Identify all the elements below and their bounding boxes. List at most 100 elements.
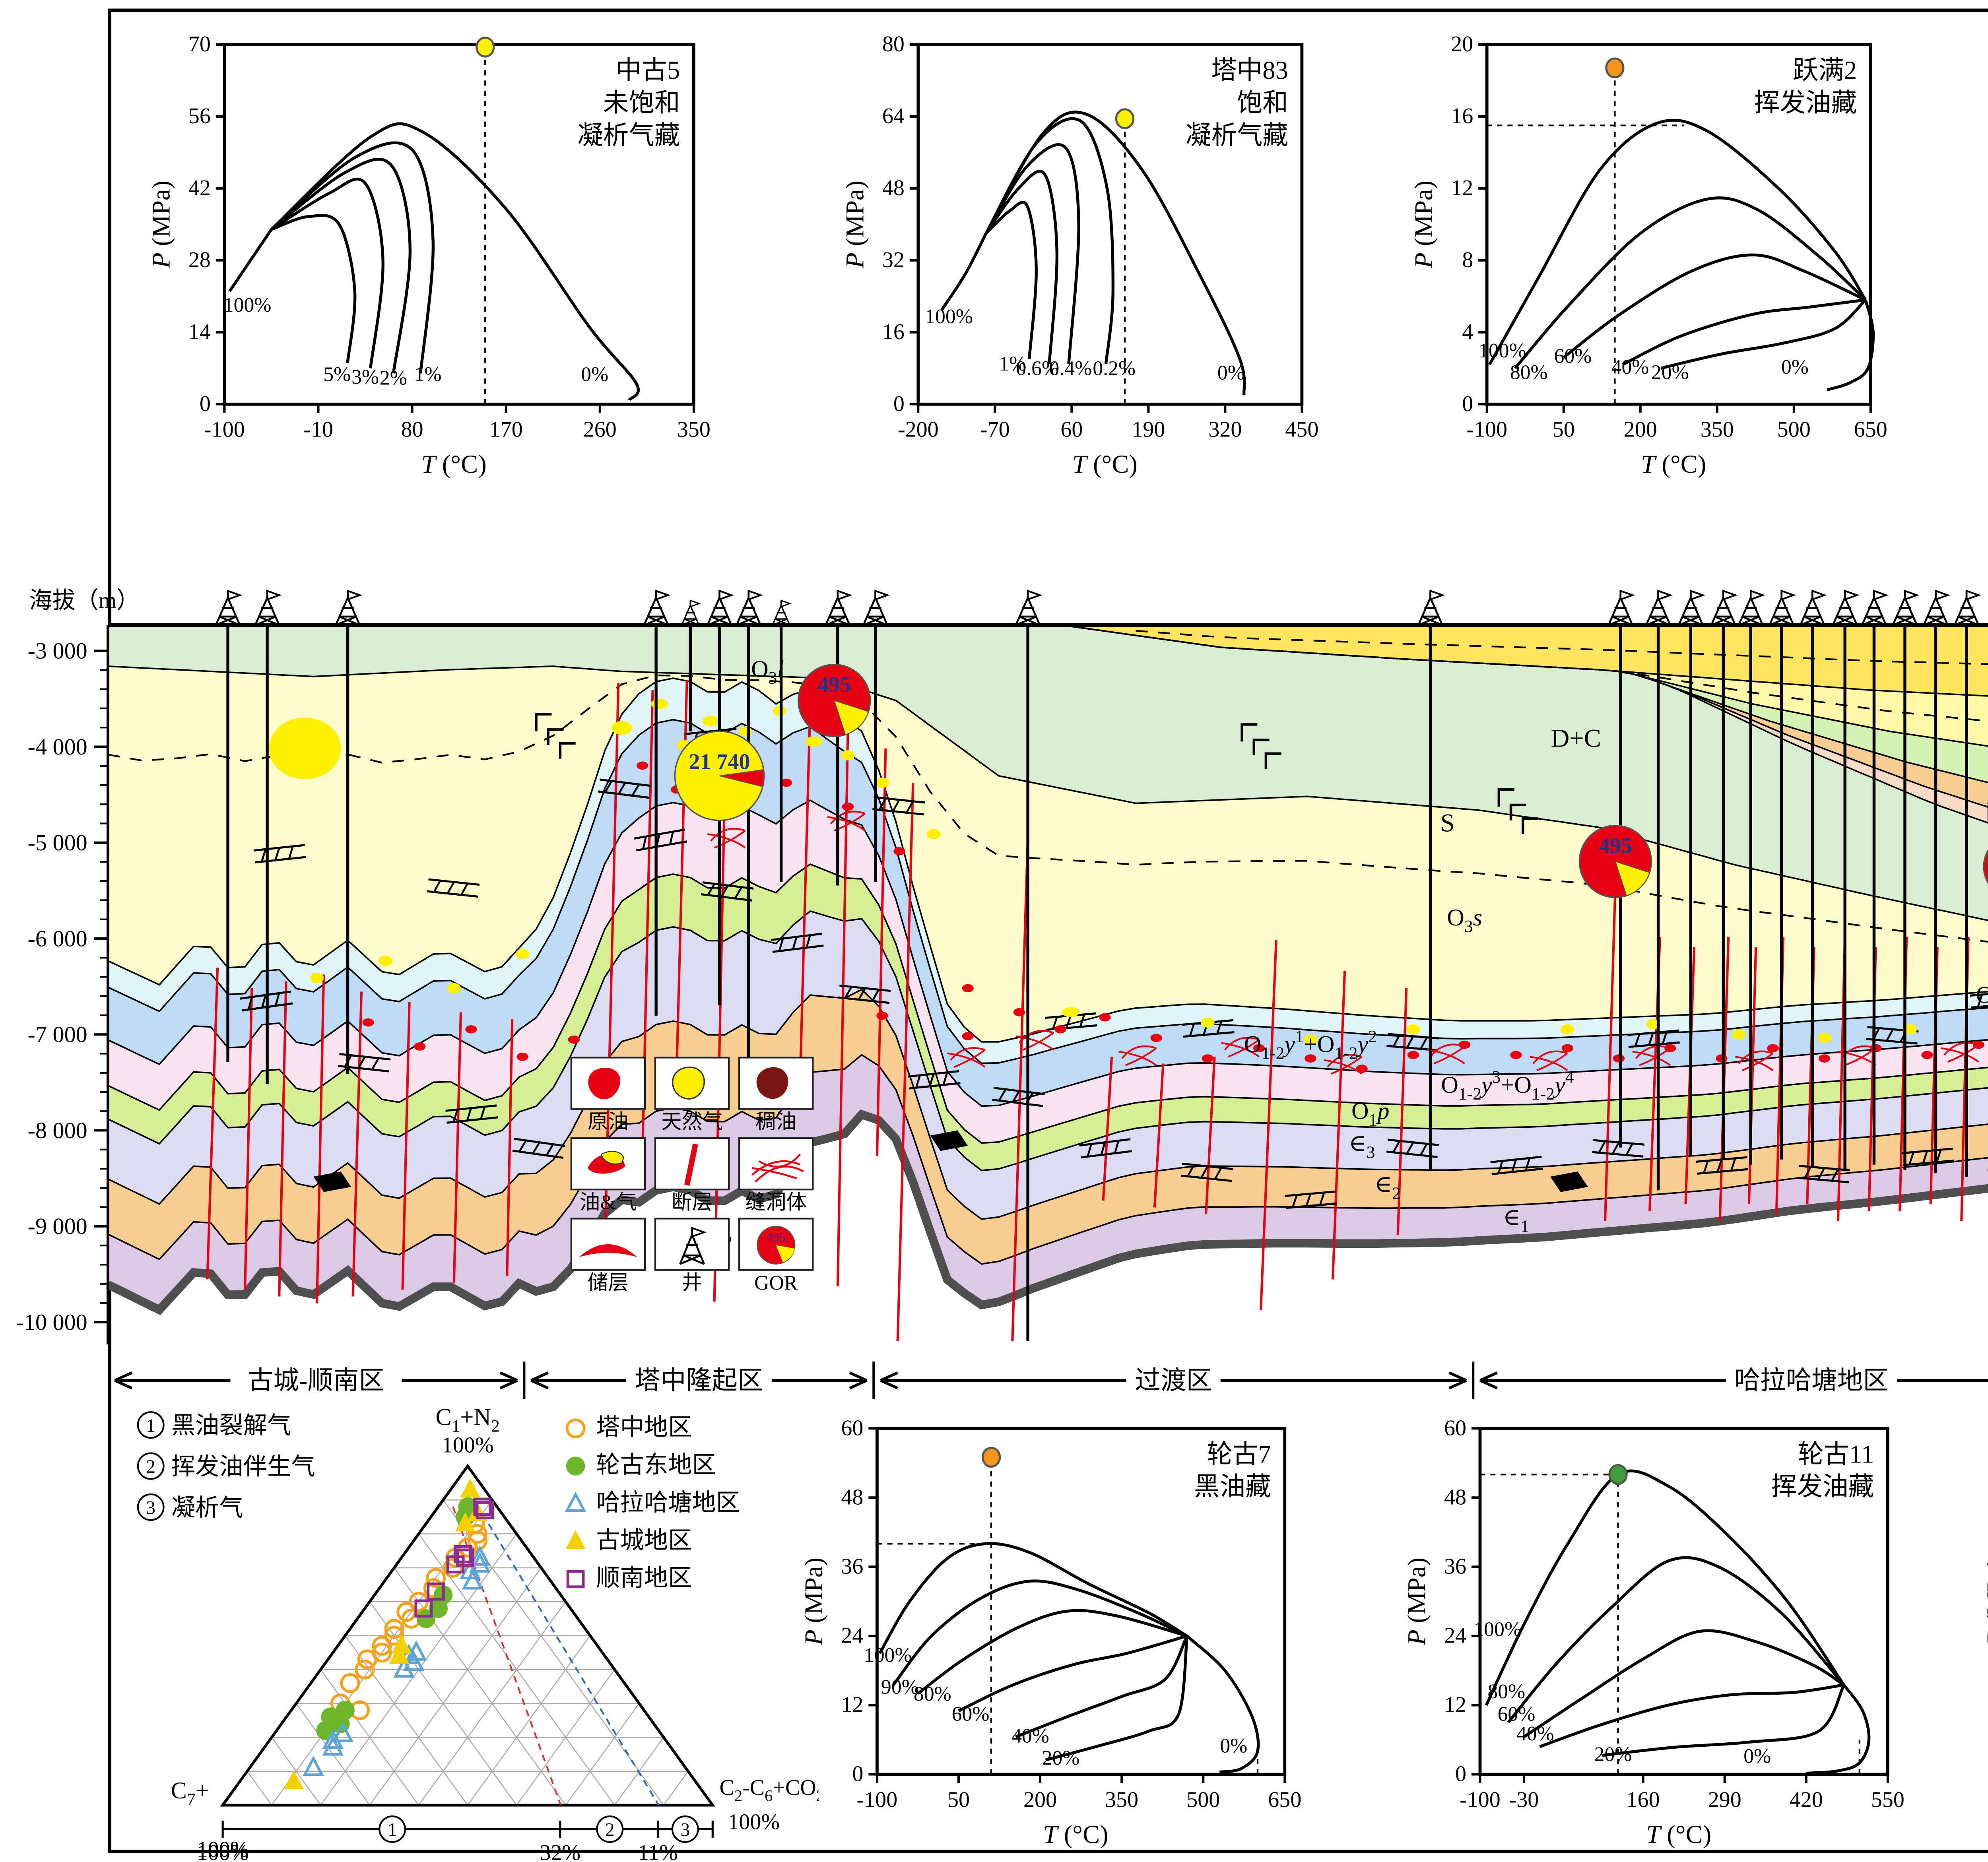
stratum-boundary [107,989,1988,1220]
ladder-rail [1628,1041,1680,1048]
apex-pct: 100% [442,1433,494,1458]
x-tick-label: 160 [1627,1787,1660,1812]
x-tick-label: 420 [1790,1787,1823,1812]
phase-envelope-curve [985,170,1059,364]
contour-label: 80% [1487,1680,1525,1703]
phase-envelope-curve [984,111,1246,396]
y-tick-label: 20 [1451,32,1473,56]
phase-diagram-lungu34: -150-603012021030001020304050T (°C)P (MP… [1980,1411,1988,1862]
oil-blob [1818,1054,1831,1063]
phase-envelope-curve [984,143,1080,364]
zone-arrowhead [1479,1371,1498,1390]
oil-blob [362,1018,374,1027]
ladder-rung [878,798,887,811]
gas-blob [1201,1017,1215,1028]
data-point [372,1636,392,1656]
phase-envelope-curve [985,201,1038,359]
ladder-rung [1200,1166,1209,1178]
reservoir-symbol [701,881,754,902]
phase-diagram-lungu7: -100 50 200 350 500 650 0 12 24 36 48 60 T (°C) P (MP… [798,1411,1305,1862]
y-axis-label: P (MPa) [1402,1557,1431,1646]
well-label-热普3: 热普3 [1793,584,1849,587]
derrick-flag [655,590,671,601]
x-tick-label: 50 [1553,417,1575,442]
ternary-gridline [565,1703,640,1806]
legend-caption: 缝洞体 [745,1190,807,1214]
fault-line [799,704,812,1084]
squiggle [1735,1056,1774,1071]
reservoir-symbol [427,878,480,898]
oil-blob [1716,1054,1728,1063]
elevation-tick-label: -9 000 [28,1213,87,1239]
diagram-title: 挥发油藏 [1754,88,1857,117]
oil-blob [1356,1065,1368,1073]
reservoir-point [981,1447,1001,1468]
phase-envelope-curve [1015,1635,1188,1738]
fault-line [1102,1057,1113,1201]
y-tick-label: 64 [882,104,905,128]
y-tick-label: 12 [1444,1693,1466,1717]
phase-envelope-curve [1488,118,1867,366]
ladder-rung [288,846,294,859]
oil-blob [962,984,974,993]
fracture-cave-symbol [1735,1050,1774,1071]
ladder-rung [1052,1016,1058,1030]
gor-pie-slice [833,700,869,735]
legend-swatch [738,1057,814,1110]
note-text: 凝析气 [171,1495,243,1521]
x-tick-label: -100 [857,1787,898,1812]
elevation-axis-title: 海拔（m） [29,587,140,613]
reservoir-symbol [1180,1162,1233,1182]
ternary-gridline [247,1771,272,1806]
series-legend-label: 塔中地区 [596,1414,692,1441]
derrick-flag [1935,590,1951,601]
ladder-rail [1081,1150,1132,1159]
legend-swatch [570,1218,646,1271]
ladder-rung [998,1089,1007,1101]
data-point [322,1735,344,1756]
data-point [414,1599,433,1618]
ladder-rung [1886,1029,1894,1042]
gas-blob [1406,1024,1420,1035]
squiggle [1015,1035,1054,1051]
reservoir-symbol [872,796,925,816]
squiggle [707,833,746,849]
zone-id: 1 [388,1820,397,1841]
legend-swatch [738,1137,814,1191]
phase-diagram-zhonggu5: -100 -10 80 170 260 350 0 14 28 42 56 70 T (°C) P (MP… [146,27,714,495]
contour-label: 3% [351,366,379,388]
ternary-svg: C1+N2100%C7+100%C2-C6+CO2100%100%32%11%1… [137,1404,824,1862]
y-tick-label: 80 [882,32,905,56]
reservoir-symbol [1627,1029,1680,1048]
elevation-tick-label: -10 000 [16,1309,87,1335]
derrick-icon [681,599,701,626]
y-axis-label: P (MPa) [1981,1557,1988,1646]
ladder-rung [1189,1023,1195,1037]
reservoir-symbol [634,828,687,851]
ladder-rung [1214,1167,1222,1180]
diagram-title: 凝析气藏 [577,121,680,149]
ternary-gridline [394,1567,566,1806]
ladder-rung [261,995,267,1008]
zone-label: 哈拉哈塘地区 [1734,1366,1889,1395]
stratum-label-S: S [1441,808,1455,837]
x-axis-label: T (°C) [1646,1820,1711,1849]
stratum-boundary [107,910,1988,1172]
ladder-rung [1087,1144,1092,1157]
unconformity-dashed-line [1136,630,1988,665]
oil-blob [1305,1054,1316,1063]
y-tick-label: 70 [188,32,211,56]
derrick-flag [1027,590,1043,601]
phase-envelope-curve [958,1634,1188,1713]
ladder-rung [604,780,613,793]
phase-envelope-curve [1602,1684,1845,1757]
oil-blob [1767,1044,1779,1053]
ternary-gridline [345,1635,468,1806]
stratum-S-O3s [108,666,1988,1042]
fault-line [506,1019,514,1276]
ladder-rung [1305,1193,1312,1206]
note-id: 3 [146,1498,155,1519]
oil-blob [1613,1054,1625,1063]
ladder-rail [1697,1168,1749,1175]
